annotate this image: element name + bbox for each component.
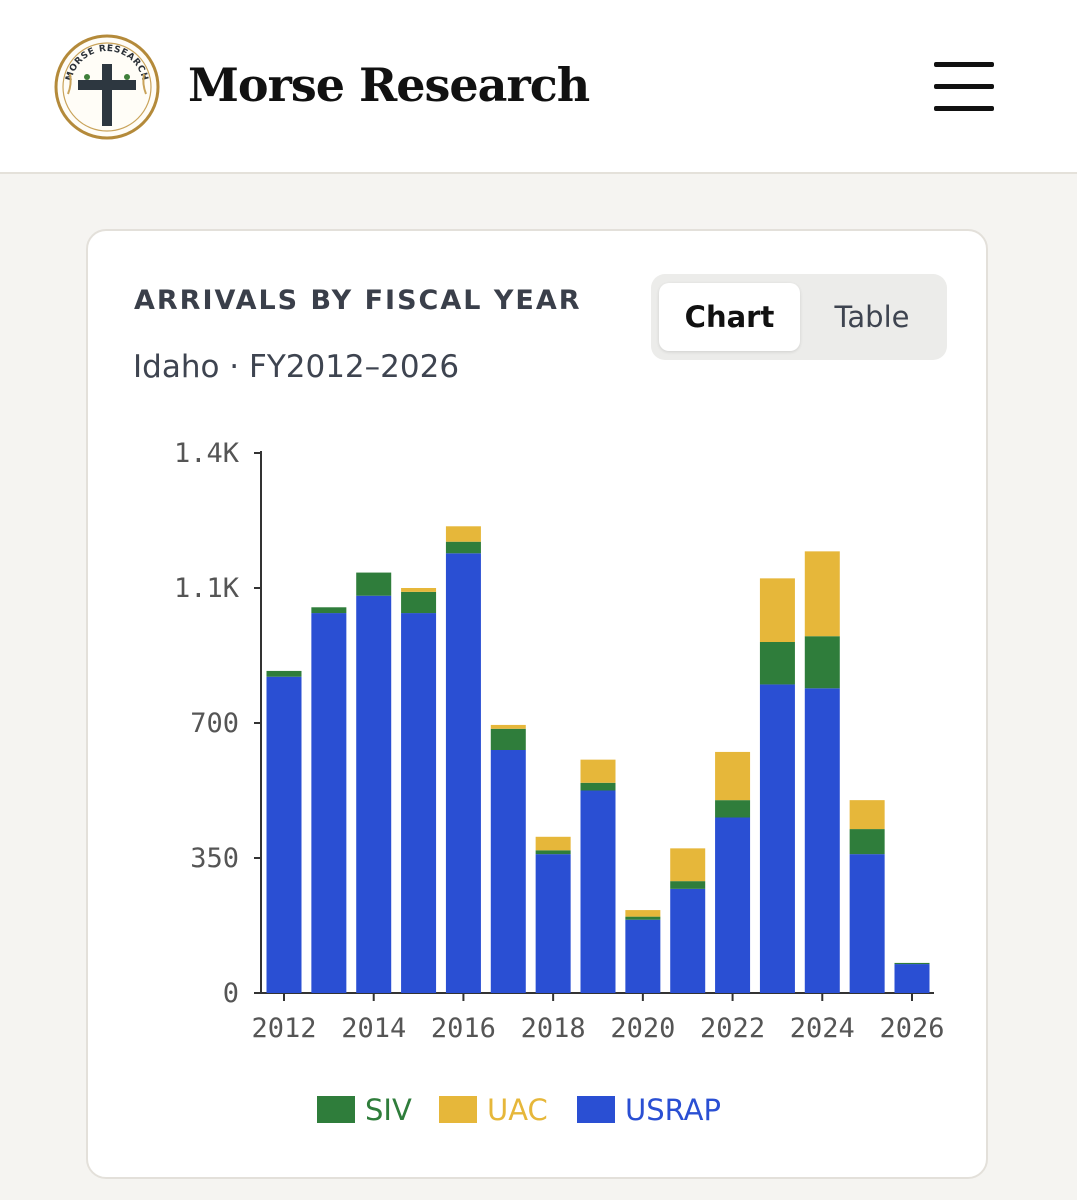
view-toggle: Chart Table (651, 274, 947, 360)
bar-usrap-2019 (580, 790, 616, 993)
card-subtitle: Idaho · FY2012–2026 (133, 349, 460, 385)
bar-siv-2017 (490, 728, 526, 750)
bar-siv-2024 (804, 636, 840, 689)
x-tick-label: 2024 (790, 1013, 855, 1044)
bar-usrap-2015 (401, 613, 437, 993)
site-brand-name[interactable]: Morse Research (188, 58, 590, 112)
bar-siv-2015 (401, 591, 437, 614)
bar-siv-2022 (715, 800, 751, 818)
bar-usrap-2018 (535, 854, 571, 993)
hamburger-menu-icon[interactable] (930, 58, 998, 114)
bar-usrap-2023 (759, 684, 795, 993)
x-tick-label: 2016 (431, 1013, 496, 1044)
x-tick-label: 2018 (521, 1013, 586, 1044)
bar-usrap-2021 (670, 888, 706, 993)
bar-usrap-2017 (490, 750, 526, 993)
x-tick-label: 2012 (251, 1013, 316, 1044)
bar-usrap-2022 (715, 817, 751, 993)
bar-uac-2021 (670, 848, 706, 882)
bar-usrap-2013 (311, 613, 347, 993)
bar-siv-2016 (445, 541, 481, 554)
y-tick-label: 350 (190, 843, 239, 874)
bar-usrap-2025 (849, 854, 885, 993)
stacked-bar-chart: 0 350 700 1.1K 1.4K 2012 2014 2016 2018 2020 2022 2… (174, 438, 945, 1044)
bar-usrap-2024 (804, 688, 840, 993)
bar-uac-2016 (445, 526, 481, 542)
bar-siv-2018 (535, 850, 571, 855)
legend-label-usrap: USRAP (625, 1093, 721, 1127)
x-tick-label: 2022 (700, 1013, 765, 1044)
bar-usrap-2026 (894, 964, 930, 993)
bar-usrap-2012 (266, 676, 302, 993)
bar-uac-2019 (580, 759, 616, 783)
y-tick-label: 1.1K (174, 573, 240, 604)
chart-view-button[interactable]: Chart (659, 283, 800, 351)
y-tick-label: 0 (223, 978, 239, 1009)
bar-siv-2014 (356, 572, 392, 596)
y-tick-label: 1.4K (174, 438, 240, 469)
bar-usrap-2020 (625, 919, 661, 993)
bar-uac-2017 (490, 724, 526, 729)
bar-usrap-2016 (445, 553, 481, 993)
x-tick-label: 2014 (341, 1013, 406, 1044)
arrivals-chart-card: ARRIVALS BY FISCAL YEAR Idaho · FY2012–2… (86, 229, 988, 1179)
bar-uac-2020 (625, 910, 661, 917)
bar-siv-2021 (670, 881, 706, 889)
legend-swatch-usrap (577, 1096, 615, 1123)
bar-uac-2023 (759, 578, 795, 642)
legend-label-uac: UAC (487, 1093, 548, 1127)
bar-uac-2025 (849, 800, 885, 830)
x-tick-label: 2026 (879, 1013, 944, 1044)
site-header: MORSE RESEARCH Morse Research (0, 0, 1077, 174)
bar-uac-2024 (804, 551, 840, 637)
legend-swatch-uac (439, 1096, 477, 1123)
bar-uac-2018 (535, 836, 571, 851)
bar-siv-2020 (625, 916, 661, 920)
morse-research-logo[interactable]: MORSE RESEARCH (54, 34, 160, 140)
bar-siv-2023 (759, 642, 795, 685)
bar-siv-2019 (580, 782, 616, 791)
bar-siv-2025 (849, 829, 885, 855)
bar-uac-2015 (401, 588, 437, 592)
card-title: ARRIVALS BY FISCAL YEAR (134, 285, 582, 316)
bar-siv-2012 (266, 670, 302, 677)
x-tick-label: 2020 (610, 1013, 675, 1044)
bar-siv-2026 (894, 962, 930, 965)
bar-usrap-2014 (356, 595, 392, 993)
table-view-button[interactable]: Table (834, 300, 910, 334)
bar-siv-2013 (311, 607, 347, 614)
bar-uac-2022 (715, 751, 751, 801)
y-tick-label: 700 (190, 708, 239, 739)
legend-swatch-siv (317, 1096, 355, 1123)
legend-label-siv: SIV (365, 1093, 412, 1127)
